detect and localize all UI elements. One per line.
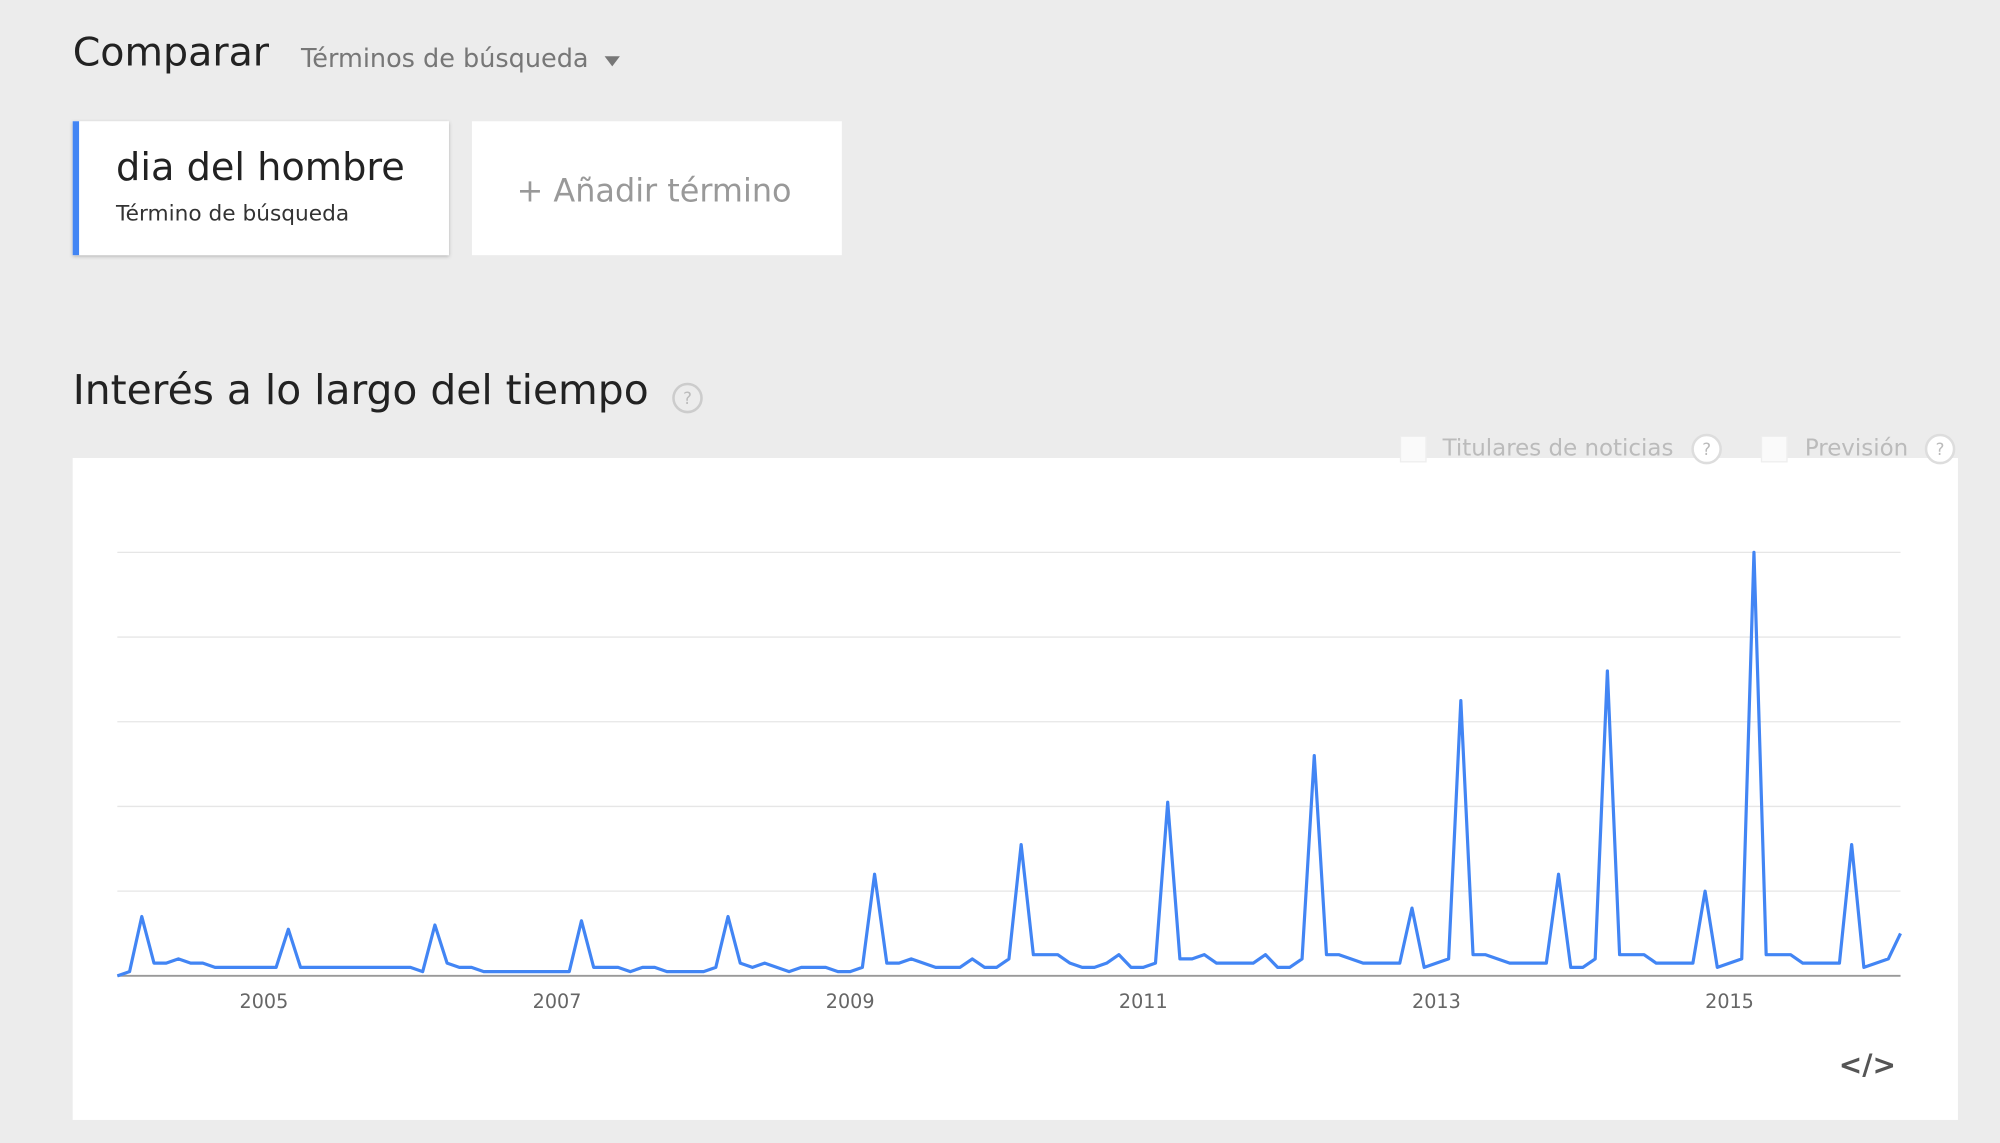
term-color <box>72 121 80 256</box>
plot: 2005 2007 2009 2011 2013 2015 <box>116 550 1902 1013</box>
chart-title: Interés a lo largo del tiempo <box>73 366 649 414</box>
add-term: + Añadir término <box>517 172 792 210</box>
news-label: Titulares de noticias <box>1442 436 1674 462</box>
embed-button[interactable]: </> <box>1839 1048 1896 1081</box>
help-icon[interactable] <box>1691 433 1722 465</box>
chart-panel <box>72 457 1958 1120</box>
help-icon[interactable] <box>672 382 703 414</box>
help-text: ? <box>1936 440 1945 459</box>
compare-label: Comparar <box>73 29 270 75</box>
term-name: dia del hombre <box>116 145 405 190</box>
series-line <box>116 550 1902 978</box>
add-term-bg <box>471 121 842 256</box>
x-tick-label: 2013 <box>1412 990 1461 1013</box>
help-text: ? <box>683 389 692 408</box>
term-card[interactable]: dia del hombre Término de búsqueda <box>72 121 449 256</box>
news-checkbox[interactable] <box>1399 435 1427 463</box>
dropdown-arrow[interactable] <box>604 56 620 67</box>
x-tick-label: 2009 <box>826 990 875 1013</box>
forecast-label: Previsión <box>1805 436 1908 462</box>
x-tick-label: 2007 <box>533 990 582 1013</box>
help-text: ? <box>1702 440 1711 459</box>
add-term-card[interactable]: + Añadir término <box>471 121 842 256</box>
compare-mode[interactable]: Términos de búsqueda <box>300 44 589 74</box>
x-tick-label: 2011 <box>1119 990 1168 1013</box>
term-type: Término de búsqueda <box>115 201 349 226</box>
x-tick-label: 2015 <box>1705 990 1754 1013</box>
help-icon[interactable] <box>1924 433 1956 465</box>
x-tick-label: 2005 <box>240 990 289 1013</box>
term-card-bg <box>72 121 449 256</box>
forecast-checkbox[interactable] <box>1760 435 1788 463</box>
